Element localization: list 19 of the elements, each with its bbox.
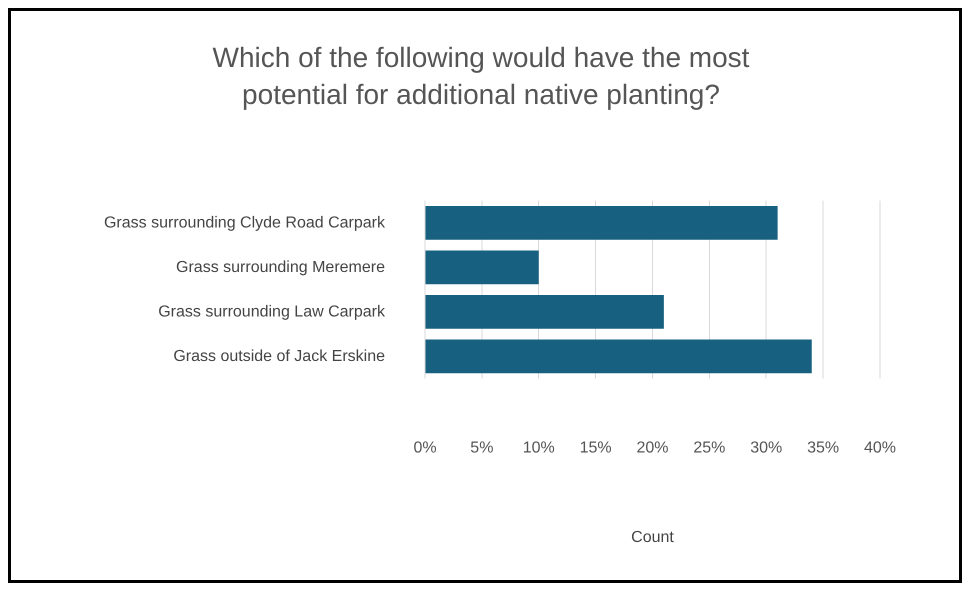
y-tick-label: Grass surrounding Meremere (176, 258, 386, 276)
x-tick-label: 0% (413, 440, 437, 457)
x-tick-label: 10% (522, 440, 555, 457)
x-tick-label: 30% (750, 440, 782, 457)
bar (426, 250, 539, 284)
x-tick-label: 15% (580, 440, 612, 457)
bar (426, 206, 778, 240)
x-tick-label: 25% (693, 440, 726, 457)
x-axis-title: Count (631, 528, 674, 546)
bar (426, 295, 664, 329)
y-tick-label: Grass outside of Jack Erskine (173, 348, 386, 365)
x-tick-label: 20% (636, 440, 669, 457)
x-tick-label: 40% (864, 440, 896, 457)
y-tick-label: Grass surrounding Law Carpark (158, 303, 386, 320)
y-tick-label: Grass surrounding Clyde Road Carpark (104, 214, 386, 232)
x-tick-label: 35% (807, 440, 840, 457)
chart-title: Which of the following would have the most potential for additional native planting? (212, 41, 750, 112)
bar (426, 340, 812, 374)
x-tick-label: 5% (470, 440, 494, 457)
